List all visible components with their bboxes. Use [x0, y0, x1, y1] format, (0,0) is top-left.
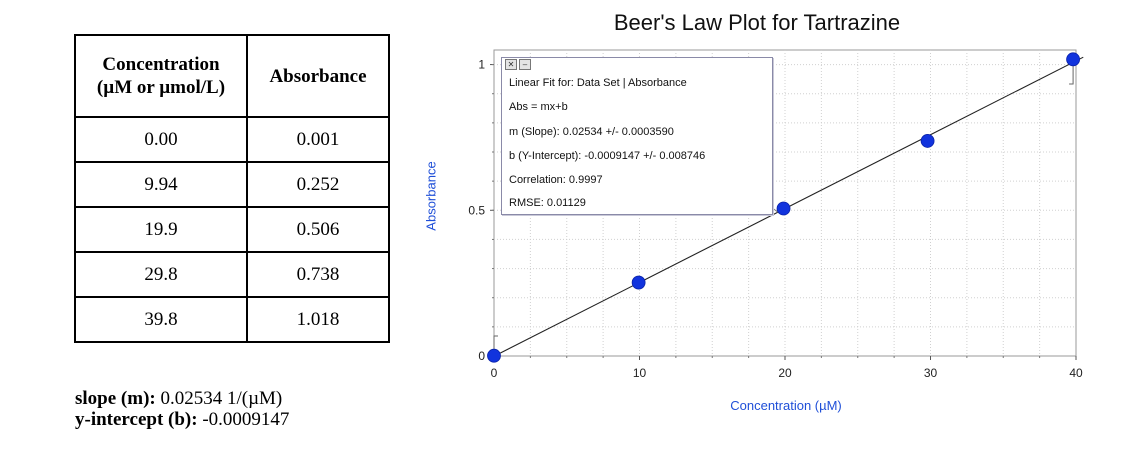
data-point [776, 201, 791, 216]
intercept-value: -0.0009147 [202, 409, 290, 430]
x-tick-label: 40 [1069, 366, 1083, 380]
y-tick-label: 0.5 [468, 203, 485, 217]
table-row: 19.9 0.506 [74, 206, 390, 253]
header-concentration-line1: Concentration [102, 54, 220, 75]
x-tick-label: 30 [924, 366, 938, 380]
x-tick-label: 10 [633, 366, 647, 380]
header-concentration-line2: (µM or µmol/L) [96, 77, 226, 98]
fit-title: Linear Fit for: Data Set | Absorbance [509, 77, 687, 89]
chart-title: Beer's Law Plot for Tartrazine [613, 10, 901, 35]
minimize-icon[interactable]: – [519, 59, 531, 70]
cell-absorbance: 0.738 [246, 251, 390, 298]
fit-intercept: b (Y-Intercept): -0.0009147 +/- 0.008746 [509, 150, 706, 162]
linear-fit-box[interactable]: ✕ – Linear Fit for: Data Set | Absorbanc… [501, 57, 773, 215]
table-row: 9.94 0.252 [74, 161, 390, 208]
data-point [1066, 52, 1080, 67]
x-tick-label: 20 [778, 366, 792, 380]
cell-absorbance: 1.018 [246, 296, 390, 343]
cell-concentration: 39.8 [74, 296, 248, 343]
data-point [920, 134, 935, 148]
slope-label: slope (m): [75, 388, 156, 409]
table-row: 0.00 0.001 [74, 116, 390, 163]
data-point [631, 275, 646, 290]
fit-equation: Abs = mx+b [509, 101, 568, 113]
fit-rmse: RMSE: 0.01129 [509, 197, 586, 209]
table-row: 29.8 0.738 [74, 251, 390, 298]
slope-note: slope (m): 0.02534 1/(µM) [75, 388, 289, 409]
data-point [487, 348, 501, 363]
x-axis-label: Concentration (µM) [730, 398, 842, 413]
x-tick-label: 0 [491, 366, 498, 380]
cell-absorbance: 0.506 [246, 206, 390, 253]
fit-slope: m (Slope): 0.02534 +/- 0.0003590 [509, 126, 674, 138]
cell-concentration: 19.9 [74, 206, 248, 253]
header-concentration: Concentration (µM or µmol/L) [74, 34, 248, 118]
intercept-label: y-intercept (b): [75, 409, 198, 430]
cell-absorbance: 0.001 [246, 116, 390, 163]
intercept-note: y-intercept (b): -0.0009147 [75, 409, 289, 430]
y-axis-label: Absorbance [423, 161, 439, 231]
slope-value: 0.02534 1/(µM) [160, 388, 283, 409]
y-tick-label: 0 [478, 349, 485, 363]
cell-concentration: 9.94 [74, 161, 248, 208]
cell-absorbance: 0.252 [246, 161, 390, 208]
fit-correlation: Correlation: 0.9997 [509, 174, 603, 186]
close-icon[interactable]: ✕ [505, 59, 517, 70]
cell-concentration: 0.00 [74, 116, 248, 163]
fit-notes: slope (m): 0.02534 1/(µM) y-intercept (b… [75, 388, 289, 430]
table-header-row: Concentration (µM or µmol/L) Absorbance [74, 34, 390, 118]
table-row: 39.8 1.018 [74, 296, 390, 343]
fit-box-controls: ✕ – [505, 59, 531, 70]
cell-concentration: 29.8 [74, 251, 248, 298]
header-absorbance: Absorbance [246, 34, 390, 118]
y-tick-label: 1 [478, 58, 485, 72]
data-table: Concentration (µM or µmol/L) Absorbance … [74, 34, 390, 343]
